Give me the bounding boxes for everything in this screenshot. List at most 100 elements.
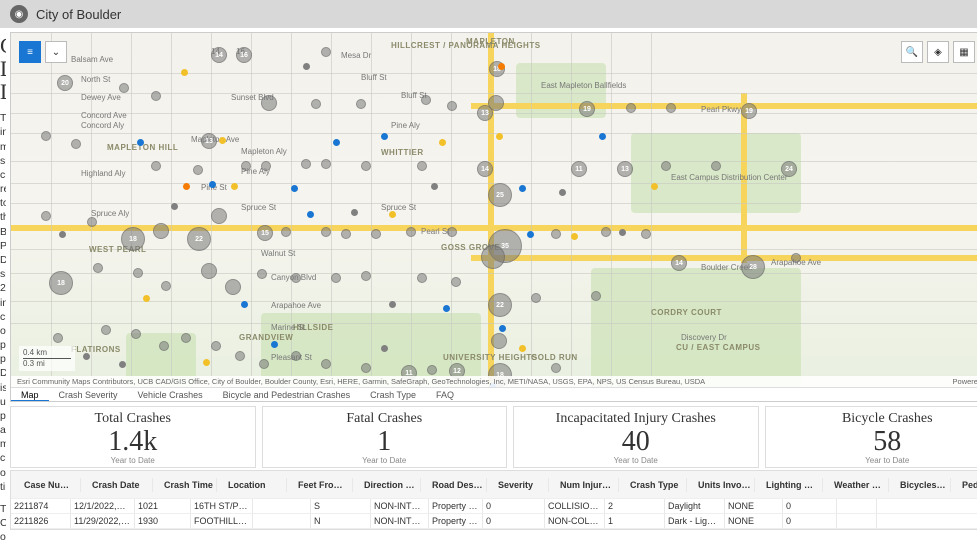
crash-cluster[interactable]	[291, 351, 301, 361]
crash-cluster[interactable]	[791, 253, 801, 263]
crash-point[interactable]	[203, 359, 210, 366]
crash-point[interactable]	[619, 229, 626, 236]
crash-cluster[interactable]	[201, 263, 217, 279]
crash-point[interactable]	[651, 183, 658, 190]
tab-faq[interactable]: FAQ	[426, 388, 464, 402]
crash-point[interactable]	[83, 353, 90, 360]
crash-cluster[interactable]	[661, 161, 671, 171]
crash-cluster[interactable]	[417, 161, 427, 171]
crash-cluster[interactable]	[331, 273, 341, 283]
crash-cluster[interactable]	[361, 363, 371, 373]
col-header[interactable]: Feet From In…	[295, 478, 353, 492]
crash-cluster[interactable]	[361, 161, 371, 171]
crash-cluster[interactable]: 22	[187, 227, 211, 251]
crash-cluster[interactable]	[161, 281, 171, 291]
crash-cluster[interactable]	[241, 161, 251, 171]
crash-cluster[interactable]: 11	[571, 161, 587, 177]
crash-point[interactable]	[209, 181, 216, 188]
crash-cluster[interactable]	[321, 159, 331, 169]
crash-cluster[interactable]	[131, 329, 141, 339]
crash-cluster[interactable]	[341, 229, 351, 239]
col-header[interactable]: Bicycles Inv…	[897, 478, 951, 492]
crash-cluster[interactable]: 13	[617, 161, 633, 177]
crash-cluster[interactable]: 18	[121, 227, 145, 251]
crash-cluster[interactable]	[451, 277, 461, 287]
crash-cluster[interactable]	[225, 279, 241, 295]
basemap-icon[interactable]: ▦	[953, 41, 975, 63]
crash-cluster[interactable]	[488, 95, 504, 111]
crash-cluster[interactable]	[211, 208, 227, 224]
crash-point[interactable]	[231, 183, 238, 190]
crash-cluster[interactable]: 28	[741, 255, 765, 279]
crash-cluster[interactable]: 14	[211, 47, 227, 63]
crash-cluster[interactable]	[193, 165, 203, 175]
crash-cluster[interactable]	[151, 161, 161, 171]
col-header[interactable]: Severity	[495, 478, 549, 492]
crash-cluster[interactable]	[626, 103, 636, 113]
col-header[interactable]: Location	[225, 478, 287, 492]
tab-map[interactable]: Map	[11, 388, 49, 402]
layers-icon[interactable]: ◈	[927, 41, 949, 63]
crash-cluster[interactable]	[491, 333, 507, 349]
crash-point[interactable]	[389, 301, 396, 308]
crash-point[interactable]	[559, 189, 566, 196]
crash-cluster[interactable]	[371, 229, 381, 239]
crash-cluster[interactable]	[421, 95, 431, 105]
crash-cluster[interactable]	[53, 333, 63, 343]
col-header[interactable]: Case Number	[21, 478, 81, 492]
crash-cluster[interactable]	[406, 227, 416, 237]
crash-cluster[interactable]	[257, 269, 267, 279]
crash-cluster[interactable]	[551, 229, 561, 239]
crash-point[interactable]	[527, 231, 534, 238]
col-header[interactable]: Units Involved	[695, 478, 755, 492]
crash-cluster[interactable]	[356, 99, 366, 109]
search-icon[interactable]: 🔍	[901, 41, 923, 63]
col-header[interactable]: Num Injured…	[557, 478, 619, 492]
crash-cluster[interactable]: 20	[57, 75, 73, 91]
col-header[interactable]: Pedes	[959, 478, 977, 492]
crash-cluster[interactable]	[261, 161, 271, 171]
crash-cluster[interactable]	[321, 47, 331, 57]
crash-cluster[interactable]	[41, 211, 51, 221]
crash-cluster[interactable]: 19	[579, 101, 595, 117]
crash-cluster[interactable]	[447, 101, 457, 111]
crash-cluster[interactable]	[281, 227, 291, 237]
crash-point[interactable]	[439, 139, 446, 146]
crash-cluster[interactable]	[711, 161, 721, 171]
crash-cluster[interactable]: 15	[257, 225, 273, 241]
crash-cluster[interactable]	[321, 227, 331, 237]
crash-point[interactable]	[443, 305, 450, 312]
crash-cluster[interactable]	[361, 271, 371, 281]
crash-point[interactable]	[143, 295, 150, 302]
crash-cluster[interactable]	[159, 341, 169, 351]
layer-dropdown[interactable]: ⌄	[45, 41, 67, 63]
crash-point[interactable]	[59, 231, 66, 238]
crash-point[interactable]	[496, 133, 503, 140]
crash-cluster[interactable]	[427, 365, 437, 375]
crash-cluster[interactable]	[591, 291, 601, 301]
crash-cluster[interactable]	[133, 268, 143, 278]
crash-cluster[interactable]	[311, 99, 321, 109]
crash-cluster[interactable]	[119, 83, 129, 93]
col-header[interactable]: Direction Fr…	[361, 478, 421, 492]
crash-cluster[interactable]	[666, 103, 676, 113]
crash-cluster[interactable]	[211, 341, 221, 351]
crash-cluster[interactable]	[481, 245, 505, 269]
crash-cluster[interactable]	[417, 273, 427, 283]
crash-point[interactable]	[303, 63, 310, 70]
crash-cluster[interactable]	[551, 363, 561, 373]
crash-cluster[interactable]	[181, 333, 191, 343]
crash-cluster[interactable]: 22	[488, 293, 512, 317]
crash-cluster[interactable]	[641, 229, 651, 239]
crash-point[interactable]	[571, 233, 578, 240]
crash-cluster[interactable]: 16	[236, 47, 252, 63]
crash-point[interactable]	[599, 133, 606, 140]
col-header[interactable]: Crash Type	[627, 478, 687, 492]
crash-point[interactable]	[291, 185, 298, 192]
legend-button[interactable]: ≡	[19, 41, 41, 63]
crash-point[interactable]	[389, 211, 396, 218]
crash-cluster[interactable]	[93, 263, 103, 273]
crash-point[interactable]	[219, 137, 226, 144]
crash-cluster[interactable]: 25	[488, 183, 512, 207]
crash-cluster[interactable]: 18	[49, 271, 73, 295]
